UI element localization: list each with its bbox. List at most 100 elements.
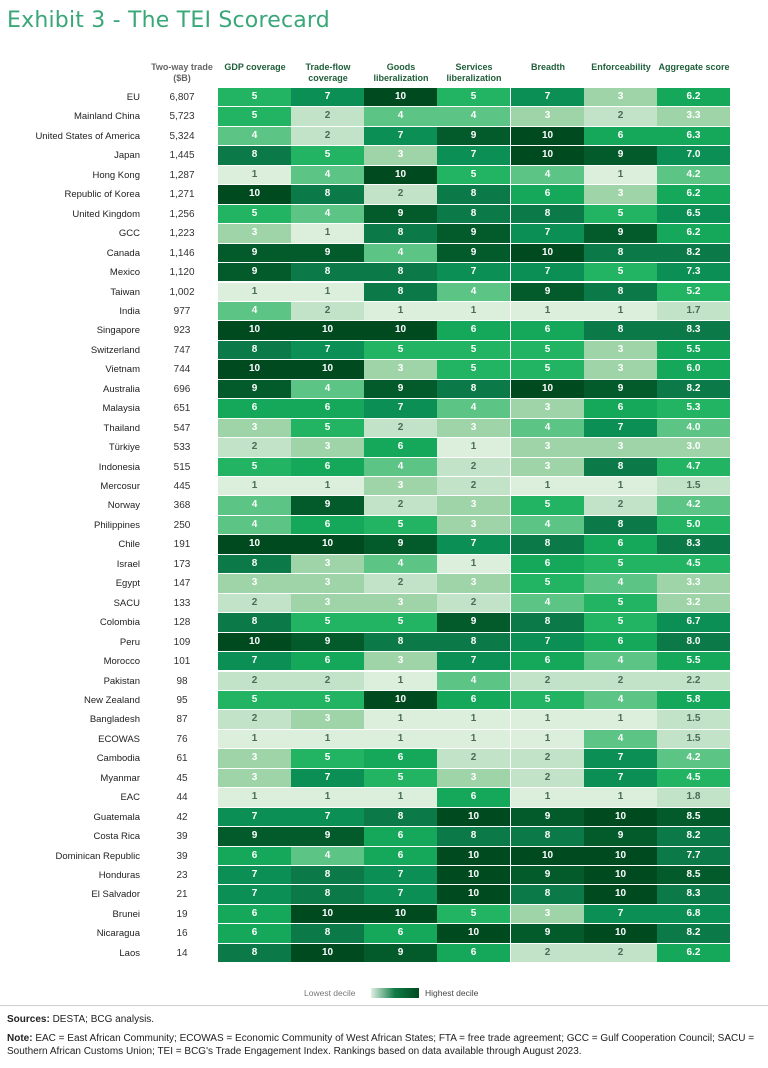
score-cell: 2 <box>584 943 657 963</box>
score-cell: 4 <box>437 671 510 690</box>
score-cell: 1 <box>291 224 364 243</box>
score-cell: 2 <box>364 496 437 515</box>
trade-value: 6,807 <box>169 92 195 103</box>
score-cell: 1 <box>437 710 510 729</box>
score-cell: 10 <box>291 321 364 340</box>
score-cell: 9 <box>511 924 584 943</box>
score-cell: 3 <box>364 652 437 671</box>
score-cell: 2 <box>584 107 657 126</box>
score-cell: 4 <box>218 515 291 535</box>
trade-value: 87 <box>176 714 188 726</box>
col-header-aggregate-score: Aggregate score <box>658 62 730 72</box>
score-cell: 9 <box>291 632 364 652</box>
trade-value: 19 <box>176 908 188 920</box>
trade-value: 1,223 <box>169 228 195 240</box>
country-label: Brunei <box>112 908 140 920</box>
score-cell: 1 <box>584 788 657 807</box>
score-cell: 3 <box>364 146 437 165</box>
score-cell: 1 <box>364 788 437 807</box>
footer-divider <box>0 1005 768 1006</box>
score-cell: 10 <box>291 535 364 554</box>
score-cell: 10 <box>364 321 437 340</box>
aggregate-score-cell: 2.2 <box>657 671 730 690</box>
score-cell: 8 <box>218 146 291 165</box>
sources-label: Sources: <box>7 1014 50 1025</box>
score-cell: 2 <box>364 185 437 204</box>
score-cell: 10 <box>437 846 510 865</box>
aggregate-score-cell: 7.0 <box>657 146 730 165</box>
country-label: Mainland China <box>73 111 140 123</box>
score-cell: 3 <box>584 340 657 360</box>
trade-value: 533 <box>173 442 191 454</box>
score-cell: 2 <box>218 593 291 613</box>
score-cell: 1 <box>218 729 291 749</box>
trade-value: 61 <box>176 753 188 765</box>
trade-value: 23 <box>176 870 188 881</box>
score-cell: 2 <box>584 496 657 515</box>
country-label: Norway <box>107 500 140 512</box>
score-cell: 9 <box>291 827 364 846</box>
score-cell: 5 <box>584 204 657 224</box>
score-cell: 7 <box>218 652 291 671</box>
aggregate-score-cell: 6.5 <box>657 204 730 224</box>
score-cell: 9 <box>437 126 510 146</box>
score-cell: 4 <box>364 554 437 574</box>
trade-value: 191 <box>173 539 191 551</box>
score-cell: 10 <box>218 321 291 340</box>
score-cell: 3 <box>437 574 510 593</box>
country-label: SACU <box>113 597 140 609</box>
score-cell: 8 <box>437 204 510 224</box>
aggregate-score-cell: 5.2 <box>657 282 730 301</box>
score-cell: 8 <box>364 263 437 282</box>
aggregate-score-cell: 1.7 <box>657 301 730 321</box>
score-cell: 1 <box>291 729 364 749</box>
country-label: United Kingdom <box>72 208 140 220</box>
aggregate-score-cell: 6.0 <box>657 360 730 379</box>
aggregate-score-cell: 6.2 <box>657 943 730 963</box>
trade-value: 39 <box>176 850 188 862</box>
trade-value: 128 <box>173 617 191 629</box>
score-cell: 5 <box>364 768 437 788</box>
country-label: Canada <box>106 247 140 259</box>
country-label: Morocco <box>103 656 140 668</box>
country-label: Myanmar <box>100 772 140 784</box>
country-label: Bangladesh <box>89 714 140 726</box>
score-cell: 8 <box>291 924 364 943</box>
score-cell: 4 <box>291 165 364 185</box>
trade-value: 696 <box>173 383 191 395</box>
score-cell: 10 <box>437 885 510 904</box>
score-cell: 6 <box>584 126 657 146</box>
trade-value: 547 <box>173 422 191 434</box>
country-label: Colombia <box>99 617 140 629</box>
score-cell: 4 <box>511 418 584 438</box>
score-cell: 10 <box>437 807 510 827</box>
score-cell: 10 <box>364 904 437 924</box>
score-cell: 4 <box>291 846 364 865</box>
score-cell: 5 <box>364 515 437 535</box>
trade-value: 744 <box>173 364 191 376</box>
aggregate-score-cell: 3.3 <box>657 107 730 126</box>
trade-value: 747 <box>173 344 191 356</box>
aggregate-score-cell: 1.5 <box>657 710 730 729</box>
trade-value: 515 <box>173 461 191 473</box>
score-cell: 1 <box>584 477 657 496</box>
score-cell: 7 <box>437 146 510 165</box>
score-cell: 8 <box>437 185 510 204</box>
score-cell: 3 <box>218 749 291 768</box>
score-cell: 6 <box>511 185 584 204</box>
aggregate-score-cell: 8.2 <box>657 379 730 399</box>
score-cell: 8 <box>584 515 657 535</box>
score-cell: 10 <box>218 632 291 652</box>
country-label: EU <box>126 92 140 103</box>
country-label: Dominican Republic <box>55 850 140 862</box>
score-cell: 9 <box>291 496 364 515</box>
col-header-breadth: Breadth <box>530 62 565 72</box>
trade-value: 42 <box>176 811 188 823</box>
score-cell: 7 <box>291 768 364 788</box>
trade-value: 39 <box>176 831 188 843</box>
country-label: Guatemala <box>93 811 140 823</box>
score-cell: 8 <box>218 943 291 963</box>
country-label: Pakistan <box>103 675 140 687</box>
score-cell: 5 <box>511 690 584 710</box>
score-cell: 5 <box>511 574 584 593</box>
